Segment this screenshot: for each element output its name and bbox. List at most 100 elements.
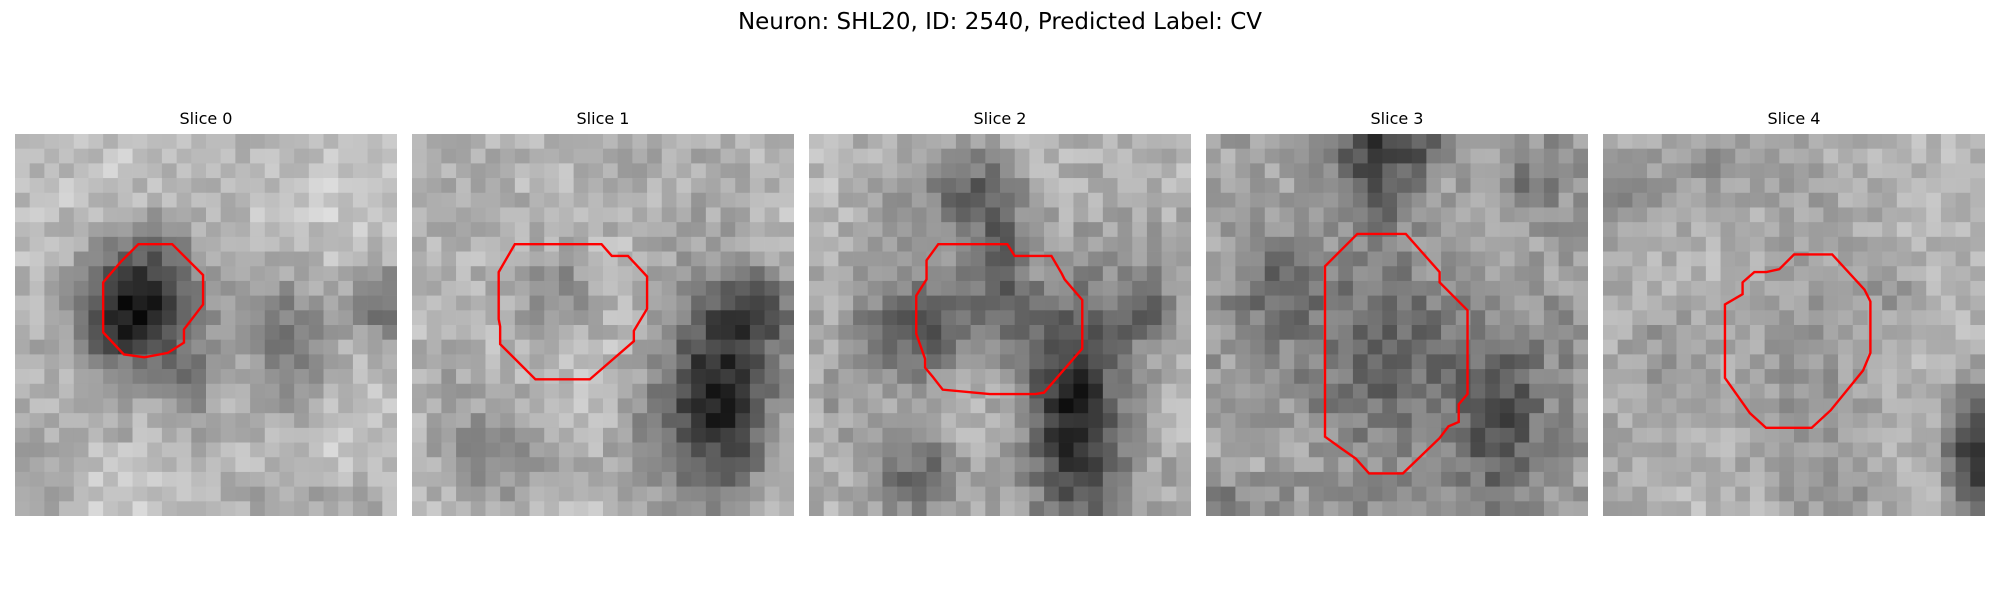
slice-pixel bbox=[103, 178, 119, 194]
slice-pixel bbox=[749, 383, 765, 399]
slice-pixel bbox=[823, 398, 839, 414]
slice-pixel bbox=[1102, 369, 1118, 385]
slice-pixel bbox=[1161, 251, 1177, 267]
slice-pixel bbox=[720, 427, 736, 443]
slice-pixel bbox=[1132, 236, 1148, 252]
slice-pixel bbox=[1940, 501, 1956, 516]
slice-pixel bbox=[1603, 222, 1619, 238]
slice-pixel bbox=[1911, 192, 1927, 208]
slice-pixel bbox=[1852, 134, 1868, 150]
slice-pixel bbox=[838, 163, 854, 179]
slice-pixel bbox=[1397, 310, 1413, 326]
slice-pixel bbox=[1764, 310, 1780, 326]
slice-pixel bbox=[456, 501, 472, 516]
slice-pixel bbox=[647, 295, 663, 311]
slice-pixel bbox=[191, 192, 207, 208]
slice-pixel bbox=[1838, 354, 1854, 370]
slice-pixel bbox=[1426, 383, 1442, 399]
slice-pixel bbox=[955, 427, 971, 443]
slice-pixel bbox=[1397, 251, 1413, 267]
slice-pixel bbox=[1102, 339, 1118, 355]
slice-pixel bbox=[1558, 310, 1574, 326]
slice-pixel bbox=[1882, 251, 1898, 267]
slice-pixel bbox=[294, 486, 310, 502]
slice-pixel bbox=[1573, 178, 1588, 194]
slice-pixel bbox=[1558, 295, 1574, 311]
slice-pixel bbox=[676, 369, 692, 385]
slice-pixel bbox=[897, 457, 913, 473]
slice-pixel bbox=[1264, 457, 1280, 473]
slice-pixel bbox=[1955, 354, 1971, 370]
slice-pixel bbox=[676, 339, 692, 355]
slice-pixel bbox=[1676, 251, 1692, 267]
slice-pixel bbox=[59, 471, 75, 487]
slice-pixel bbox=[1382, 369, 1398, 385]
slice-pixel bbox=[544, 339, 560, 355]
slice-pixel bbox=[779, 339, 794, 355]
slice-pixel bbox=[735, 325, 751, 341]
slice-pixel bbox=[749, 486, 765, 502]
slice-pixel bbox=[235, 457, 251, 473]
slice-pixel bbox=[1411, 457, 1427, 473]
slice-pixel bbox=[1867, 148, 1883, 164]
slice-pixel bbox=[1647, 501, 1663, 516]
slice-pixel bbox=[1323, 398, 1339, 414]
slice-pixel bbox=[970, 280, 986, 296]
slice-pixel bbox=[250, 325, 266, 341]
slice-pixel bbox=[955, 295, 971, 311]
slice-pixel bbox=[1529, 486, 1545, 502]
slice-pixel bbox=[1161, 236, 1177, 252]
slice-pixel bbox=[529, 457, 545, 473]
slice-pixel bbox=[514, 295, 530, 311]
slice-pixel bbox=[897, 369, 913, 385]
slice-pixel bbox=[1794, 457, 1810, 473]
slice-pixel bbox=[235, 442, 251, 458]
slice-pixel bbox=[294, 442, 310, 458]
slice-pixel bbox=[323, 398, 339, 414]
slice-pixel bbox=[941, 398, 957, 414]
slice-pixel bbox=[1514, 163, 1530, 179]
slice-pixel bbox=[1455, 427, 1471, 443]
slice-pixel bbox=[514, 251, 530, 267]
slice-pixel bbox=[1911, 134, 1927, 150]
slice-pixel bbox=[1308, 486, 1324, 502]
slice-pixel bbox=[264, 163, 280, 179]
slice-pixel bbox=[1014, 398, 1030, 414]
slice-pixel bbox=[1294, 251, 1310, 267]
slice-pixel bbox=[1161, 383, 1177, 399]
slice-pixel bbox=[1220, 354, 1236, 370]
slice-pixel bbox=[867, 354, 883, 370]
slice-pixel bbox=[1808, 310, 1824, 326]
slice-pixel bbox=[250, 486, 266, 502]
slice-pixel bbox=[1220, 192, 1236, 208]
slice-pixel bbox=[1676, 398, 1692, 414]
slice-pixel bbox=[705, 148, 721, 164]
slice-pixel bbox=[985, 310, 1001, 326]
slice-pixel bbox=[1955, 325, 1971, 341]
slice-pixel bbox=[1132, 413, 1148, 429]
slice-pixel bbox=[1911, 178, 1927, 194]
slice-pixel bbox=[1411, 310, 1427, 326]
slice-pixel bbox=[1543, 310, 1559, 326]
slice-pixel bbox=[500, 354, 516, 370]
slice-pixel bbox=[367, 236, 383, 252]
slice-pixel bbox=[1573, 427, 1588, 443]
slice-pixel bbox=[485, 442, 501, 458]
slice-pixel bbox=[809, 148, 825, 164]
slice-pixel bbox=[1073, 383, 1089, 399]
slice-pixel bbox=[1426, 280, 1442, 296]
slice-pixel bbox=[1691, 325, 1707, 341]
slice-pixel bbox=[1676, 222, 1692, 238]
slice-pixel bbox=[1632, 339, 1648, 355]
slice-pixel bbox=[647, 369, 663, 385]
slice-pixel bbox=[1308, 310, 1324, 326]
slice-pixel bbox=[1352, 486, 1368, 502]
slice-pixel bbox=[1073, 251, 1089, 267]
slice-pixel bbox=[1676, 163, 1692, 179]
slice-pixel bbox=[147, 427, 163, 443]
slice-pixel bbox=[720, 501, 736, 516]
slice-pixel bbox=[412, 266, 428, 282]
slice-pixel bbox=[1352, 325, 1368, 341]
slice-pixel bbox=[1691, 442, 1707, 458]
slice-pixel bbox=[867, 134, 883, 150]
